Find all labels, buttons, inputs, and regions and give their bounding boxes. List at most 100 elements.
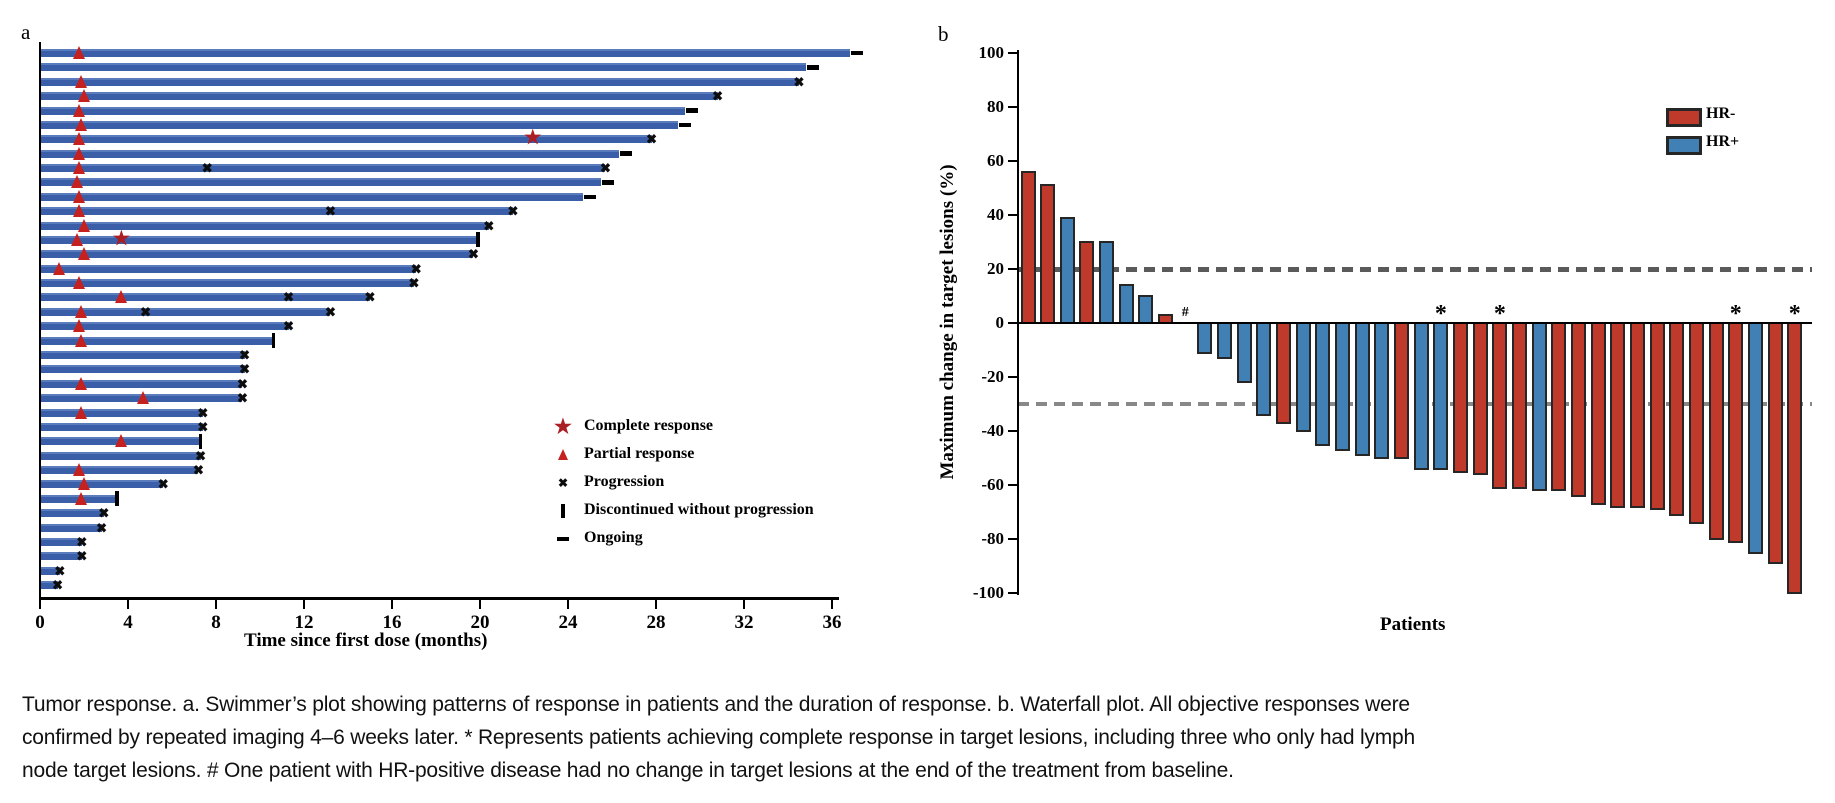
swimmer-bar <box>41 235 478 244</box>
progression-x-marker: ✖ <box>157 476 169 492</box>
swimmer-bar <box>41 307 331 316</box>
complete-response-star-marker: ★ <box>112 228 130 250</box>
partial-response-triangle-marker <box>77 218 90 232</box>
swimmer-bar <box>41 322 289 331</box>
ongoing-dash-marker <box>619 151 632 156</box>
partial-response-triangle-marker <box>70 232 83 246</box>
partial-response-triangle-marker <box>114 434 127 448</box>
swimmer-bar <box>41 178 601 187</box>
partial-response-triangle-marker <box>77 89 90 103</box>
hr-negative-swatch <box>1666 108 1702 127</box>
partial-response-triangle-marker <box>114 290 127 304</box>
partial-response-triangle-marker <box>73 161 86 175</box>
waterfall-bar-hrneg <box>1472 322 1488 476</box>
legend-item-ongoing: Ongoing <box>584 529 643 546</box>
waterfall-bar-hrneg <box>1079 241 1095 324</box>
partial-response-triangle-marker <box>73 189 86 203</box>
swimmer-x-tick-label: 20 <box>470 612 490 633</box>
progression-x-marker: ✖ <box>408 275 420 291</box>
panel-a-label: a <box>21 20 31 44</box>
waterfall-bar-hrpos <box>1315 322 1331 446</box>
swimmer-bar <box>41 49 850 57</box>
waterfall-y-tick <box>1008 375 1017 379</box>
progression-x-marker: ✖ <box>52 577 64 593</box>
waterfall-bar-hrneg <box>1728 322 1744 543</box>
waterfall-bar-hrneg <box>1276 322 1292 424</box>
partial-response-triangle-marker <box>77 477 90 491</box>
ongoing-dash-marker <box>602 180 614 185</box>
waterfall-y-tick <box>1008 159 1017 163</box>
progression-x-marker: ✖ <box>646 131 658 147</box>
waterfall-bar-hrneg <box>1669 322 1685 516</box>
partial-response-triangle-marker <box>75 117 88 131</box>
waterfall-bar-hrpos <box>1256 322 1272 416</box>
swimmer-bar <box>41 466 199 475</box>
swimmer-bar <box>41 120 678 129</box>
caption-line-2: confirmed by repeated imaging 4–6 weeks … <box>22 726 1415 749</box>
progression-x-marker: ✖ <box>236 376 248 392</box>
partial-response-triangle-marker <box>75 491 88 505</box>
partial-response-triangle-marker <box>73 103 86 117</box>
waterfall-bar-hrpos <box>1295 322 1311 432</box>
progression-x-marker: ✖ <box>201 160 213 176</box>
waterfall-bar-hrneg <box>1040 184 1056 324</box>
hr-positive-label: HR+ <box>1706 133 1740 150</box>
swimmer-bar <box>41 422 203 431</box>
swimmer-x-tick-label: 12 <box>294 612 314 633</box>
swimmer-bar <box>41 293 370 302</box>
swimmer-bar <box>41 149 619 158</box>
legend-item-discontinued: Discontinued without progression <box>584 501 814 518</box>
progression-legend-icon: ✖ <box>557 476 569 490</box>
legend-item-complete-response: Complete response <box>584 417 714 434</box>
waterfall-bar-hrpos <box>1059 216 1075 324</box>
waterfall-bar-hrneg <box>1767 322 1783 565</box>
ongoing-dash-marker <box>850 50 863 56</box>
swimmer-bar <box>41 365 245 374</box>
swimmer-x-tick-label: 8 <box>211 612 221 633</box>
waterfall-bar-hrpos <box>1197 322 1213 354</box>
swimmer-x-tick <box>390 599 394 609</box>
legend-item-partial-response: Partial response <box>584 445 695 462</box>
waterfall-y-tick-label: 100 <box>978 43 1005 62</box>
waterfall-bar-hrneg <box>1570 322 1586 497</box>
waterfall-bar-hrpos <box>1236 322 1252 384</box>
progression-x-marker: ✖ <box>197 419 209 435</box>
ongoing-dash-marker <box>806 65 819 70</box>
swimmer-x-tick-label: 28 <box>646 612 666 633</box>
swimmer-x-tick <box>126 599 130 609</box>
partial-response-triangle-marker <box>75 74 88 88</box>
swimmer-bar <box>41 581 58 590</box>
waterfall-bar-hrneg <box>1512 322 1527 489</box>
swimmer-x-tick <box>566 599 570 609</box>
waterfall-y-tick-label: 0 <box>995 313 1005 332</box>
swimmer-bar <box>41 106 685 115</box>
waterfall-bar-hrpos <box>1433 322 1449 470</box>
partial-response-triangle-marker <box>75 304 88 318</box>
swimmer-bar <box>41 537 82 546</box>
progression-x-marker: ✖ <box>76 548 88 564</box>
hr-positive-swatch <box>1666 136 1702 155</box>
waterfall-bar-hrneg <box>1590 322 1606 505</box>
swimmer-bar <box>41 509 104 518</box>
waterfall-bar-hrneg <box>1629 322 1645 508</box>
swimmer-x-tick <box>214 599 218 609</box>
progression-x-marker: ✖ <box>483 218 495 234</box>
swimmer-x-tick <box>478 599 482 609</box>
swimmer-bar <box>41 135 652 144</box>
swimmer-y-axis-line <box>38 42 41 598</box>
partial-response-triangle-marker <box>73 319 86 333</box>
progression-x-marker: ✖ <box>410 261 422 277</box>
partial-response-triangle-marker <box>73 46 86 59</box>
swimmer-bar <box>41 92 718 101</box>
waterfall-bar-hrneg <box>1453 322 1469 473</box>
figure-caption: Tumor response. a. Swimmer’s plot showin… <box>22 688 1415 787</box>
waterfall-bar-hrpos <box>1118 284 1134 324</box>
waterfall-y-tick-label: 60 <box>987 151 1004 170</box>
waterfall-bar-hrpos <box>1138 295 1154 324</box>
swimmer-bar <box>41 221 489 230</box>
partial-response-triangle-marker <box>53 261 66 275</box>
swimmer-bar <box>41 250 474 259</box>
waterfall-bar-hrneg <box>1492 322 1508 489</box>
progression-x-marker: ✖ <box>192 462 204 478</box>
